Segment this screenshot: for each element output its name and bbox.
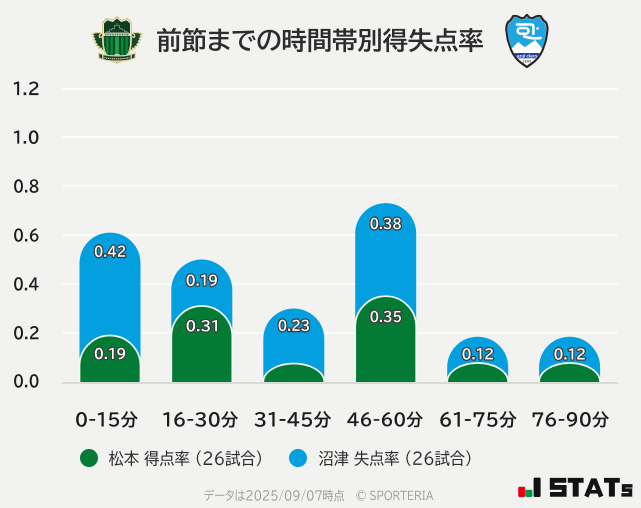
svg-text:1990: 1990 <box>522 59 531 63</box>
svg-text:azul claro: azul claro <box>517 54 538 59</box>
